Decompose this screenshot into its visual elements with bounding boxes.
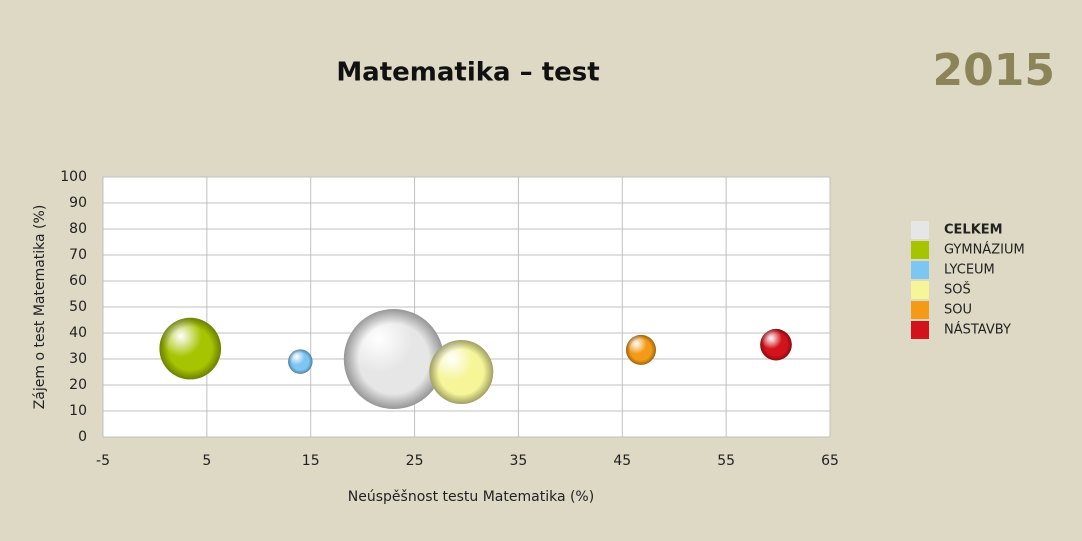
- y-tick-label: 50: [69, 299, 87, 315]
- legend-swatch: [911, 301, 929, 319]
- legend-label: GYMNÁZIUM: [944, 242, 1025, 258]
- x-tick-label: 35: [510, 453, 528, 469]
- legend-label: SOŠ: [944, 282, 971, 298]
- bubble: [159, 317, 222, 380]
- x-axis-label: Neúspěšnost testu Matematika (%): [348, 489, 594, 505]
- legend-swatch: [911, 321, 929, 339]
- legend-swatch: [911, 241, 929, 259]
- year-badge: 2015: [933, 45, 1055, 96]
- bubble: [288, 349, 313, 374]
- x-tick-label: 55: [717, 453, 735, 469]
- bubble: [625, 334, 656, 365]
- x-tick-label: 5: [202, 453, 211, 469]
- y-tick-label: 20: [69, 377, 87, 393]
- x-tick-label: 25: [406, 453, 424, 469]
- legend-label: SOU: [944, 303, 972, 318]
- x-tick-label: 45: [613, 453, 631, 469]
- y-tick-label: 80: [69, 221, 87, 237]
- y-tick-label: 90: [69, 195, 87, 211]
- y-tick-label: 40: [69, 325, 87, 341]
- y-tick-label: 0: [78, 429, 87, 445]
- legend-label: NÁSTAVBY: [944, 322, 1011, 338]
- legend-swatch: [911, 261, 929, 279]
- y-tick-label: 100: [60, 169, 87, 185]
- x-tick-label: 65: [821, 453, 839, 469]
- legend-swatch: [911, 221, 929, 239]
- y-tick-label: 10: [69, 403, 87, 419]
- bubble: [343, 309, 444, 409]
- x-tick-label: 15: [302, 453, 320, 469]
- y-tick-label: 60: [69, 273, 87, 289]
- bubble: [760, 328, 792, 361]
- legend-label: CELKEM: [944, 223, 1003, 238]
- y-tick-label: 70: [69, 247, 87, 263]
- bubble: [429, 339, 494, 405]
- legend-swatch: [911, 281, 929, 299]
- legend-label: LYCEUM: [944, 263, 995, 278]
- chart-title: Matematika – test: [336, 58, 599, 88]
- y-axis-label: Zájem o test Matematika (%): [32, 205, 48, 410]
- y-tick-label: 30: [69, 351, 87, 367]
- x-tick-label: -5: [96, 453, 110, 469]
